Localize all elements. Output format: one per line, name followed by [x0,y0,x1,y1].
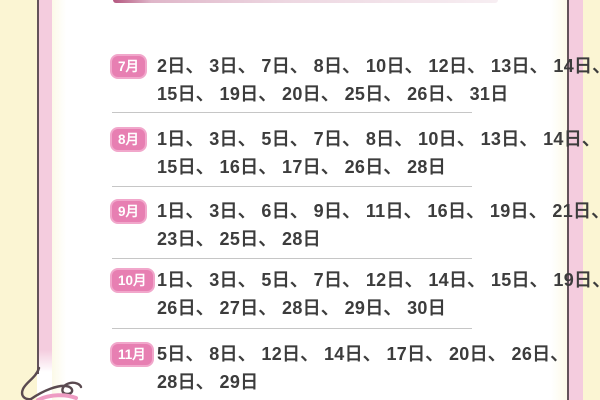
frame-right-inner-fade [551,0,567,400]
frame-left-pink-stripe [39,0,52,372]
date-list: 5日、 8日、 12日、 14日、 17日、 20日、 26日、 28日、 29… [157,340,569,396]
date-line: 15日、 16日、 17日、 26日、 28日 [157,157,447,177]
date-line: 1日、 3日、 5日、 7日、 8日、 10日、 13日、 14日、 [157,129,600,149]
date-line: 15日、 19日、 20日、 25日、 26日、 31日 [157,84,509,104]
row-divider [112,258,472,259]
frame-left-outline [37,0,39,374]
date-list: 1日、 3日、 6日、 9日、 11日、 16日、 19日、 21日、 23日、… [157,197,600,253]
date-line: 1日、 3日、 6日、 9日、 11日、 16日、 19日、 21日、 [157,201,600,221]
month-badge: 9月 [110,199,148,224]
month-badge: 8月 [110,127,148,152]
row-divider [112,328,472,329]
date-list: 2日、 3日、 7日、 8日、 10日、 12日、 13日、 14日、 15日、… [157,52,600,108]
row-divider [112,186,472,187]
frame-right-outer-band [583,0,600,400]
date-line: 26日、 27日、 28日、 29日、 30日 [157,298,447,318]
frame-right-pink-stripe [569,0,583,400]
month-badge: 11月 [110,342,154,367]
date-line: 1日、 3日、 5日、 7日、 12日、 14日、 15日、 19日、 [157,270,600,290]
frame-left-outer-band [0,0,37,400]
month-badge: 10月 [110,268,155,293]
row-divider [112,112,472,113]
date-line: 23日、 25日、 28日 [157,229,321,249]
date-list: 1日、 3日、 5日、 7日、 12日、 14日、 15日、 19日、 26日、… [157,266,600,322]
date-line: 28日、 29日 [157,372,259,392]
cutoff-element-edge [113,0,498,3]
frame-right-outline [567,0,569,400]
date-list: 1日、 3日、 5日、 7日、 8日、 10日、 13日、 14日、 15日、 … [157,125,600,181]
corner-doodle-icon [20,366,83,400]
date-line: 5日、 8日、 12日、 14日、 17日、 20日、 26日、 [157,344,569,364]
date-line: 2日、 3日、 7日、 8日、 10日、 12日、 13日、 14日、 [157,56,600,76]
month-badge: 7月 [110,54,148,79]
frame-left-inner-fade [52,0,66,400]
